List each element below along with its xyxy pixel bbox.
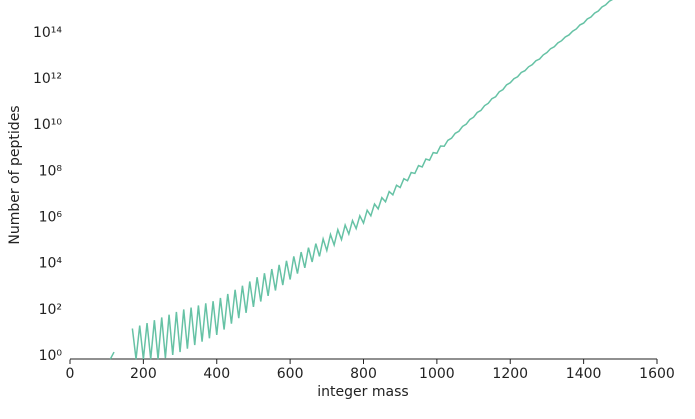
y-tick-label: 10⁴ xyxy=(39,256,63,272)
y-tick-label: 10¹⁰ xyxy=(33,117,62,133)
data-line xyxy=(109,0,614,360)
x-tick-label: 1400 xyxy=(566,366,602,382)
x-tick-label: 800 xyxy=(350,366,377,382)
y-tick-label: 10⁶ xyxy=(39,210,63,226)
y-tick-label: 10² xyxy=(39,302,62,318)
x-tick-label: 0 xyxy=(66,366,75,382)
x-tick-label: 600 xyxy=(277,366,304,382)
y-tick-label: 10¹⁴ xyxy=(33,25,62,41)
y-tick-label: 10⁰ xyxy=(39,348,63,364)
x-tick-label: 1000 xyxy=(419,366,455,382)
x-tick-label: 1600 xyxy=(639,366,675,382)
y-tick-label: 10¹² xyxy=(33,71,62,87)
x-tick-label: 400 xyxy=(203,366,230,382)
y-tick-label: 10⁸ xyxy=(39,163,63,179)
x-tick-label: 1200 xyxy=(492,366,528,382)
x-tick-label: 200 xyxy=(130,366,157,382)
x-axis-title: integer mass xyxy=(317,384,408,400)
y-axis-title: Number of peptides xyxy=(7,105,23,244)
